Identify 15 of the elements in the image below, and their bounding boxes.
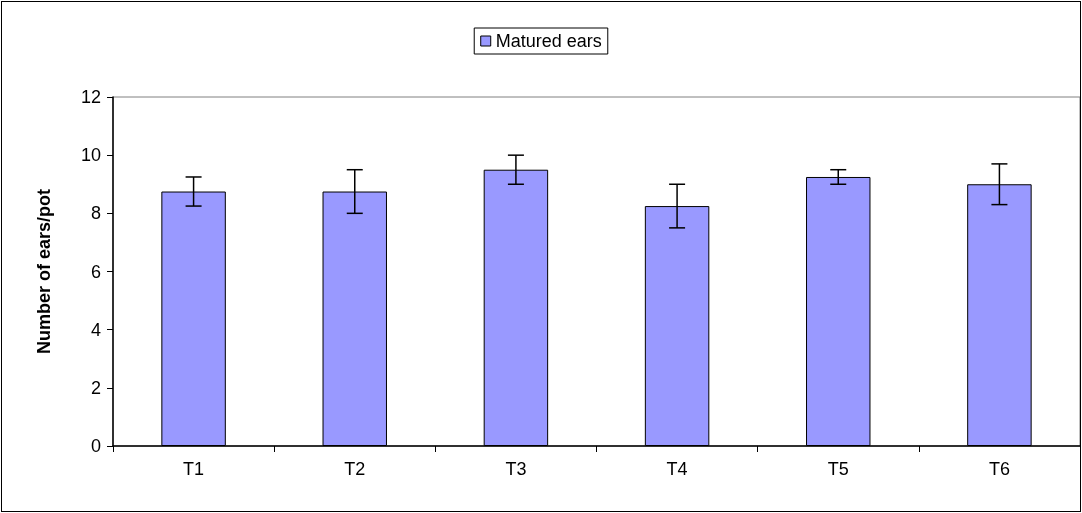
y-tick-label: 4: [90, 319, 101, 340]
x-tick-label: T4: [666, 459, 688, 479]
y-tick-label: 8: [90, 203, 101, 224]
y-tick-label: 0: [90, 436, 101, 456]
y-tick-label: 2: [90, 377, 101, 398]
y-tick-label: 10: [80, 145, 101, 166]
y-axis-title: Number of ears/pot: [34, 188, 54, 355]
y-tick-label: 6: [90, 261, 101, 282]
x-tick-label: T6: [988, 459, 1010, 479]
x-tick-label: T2: [344, 459, 366, 479]
x-tick-label: T1: [183, 459, 205, 479]
x-tick-label: T5: [827, 459, 849, 479]
legend-label: Matured ears: [495, 31, 602, 51]
y-tick-label: 12: [80, 87, 101, 107]
x-tick-label: T3: [505, 459, 527, 479]
